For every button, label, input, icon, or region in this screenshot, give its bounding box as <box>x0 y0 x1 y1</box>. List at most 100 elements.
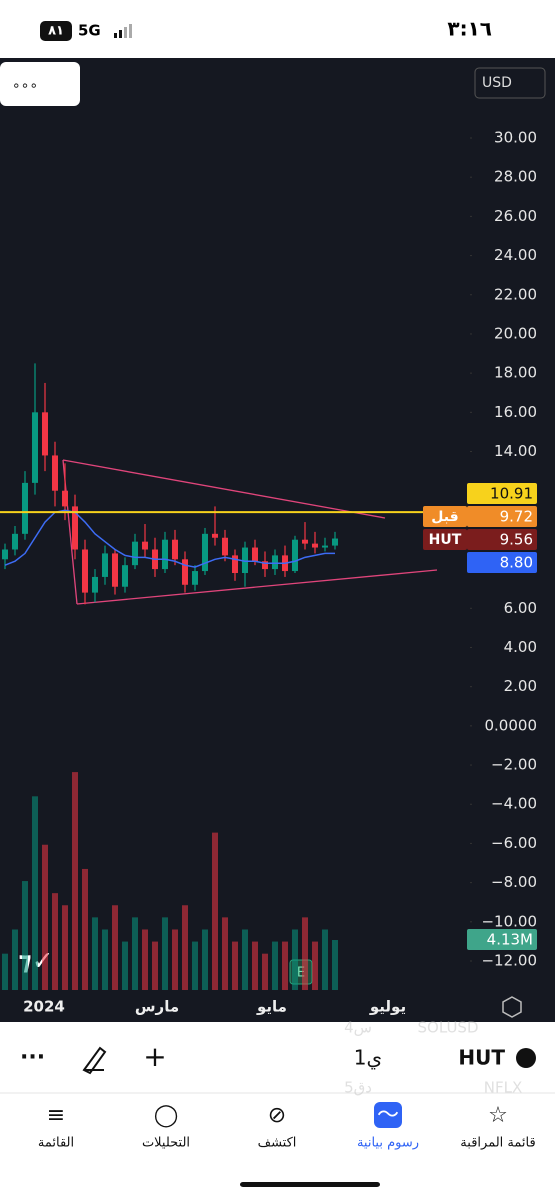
volume-bar <box>182 905 188 990</box>
candle-body <box>302 539 308 544</box>
volume-bar <box>292 929 298 990</box>
candle-body <box>12 533 18 550</box>
candle-body <box>2 549 8 560</box>
nav-icon: ☆ <box>488 1103 508 1128</box>
y-tick-label: 28.00 <box>494 168 537 186</box>
volume-bar <box>112 905 118 990</box>
price-badge-label: 9.56 <box>500 531 533 549</box>
volume-bar <box>12 929 18 990</box>
y-tick-label: 24.00 <box>494 246 537 264</box>
volume-bar <box>322 929 328 990</box>
y-tick-label: 4.00 <box>504 638 537 656</box>
price-badge-label: 9.72 <box>500 508 533 526</box>
volume-bar <box>202 929 208 990</box>
volume-bar <box>262 953 268 990</box>
volume-bar <box>282 941 288 990</box>
badge-name-box <box>423 506 467 527</box>
y-tick-label: 14.00 <box>494 442 537 460</box>
volume-bar <box>22 881 28 990</box>
draw-icon[interactable] <box>82 1046 107 1075</box>
price-badge <box>467 483 537 504</box>
y-tick-label: 30.00 <box>494 129 537 147</box>
candle-body <box>252 547 258 562</box>
candle-body <box>182 559 188 585</box>
nav-item[interactable]: قائمة المراقبة <box>460 1136 535 1151</box>
interval[interactable]: 1ي <box>354 1046 382 1071</box>
volume-bar <box>232 941 238 990</box>
price-badge <box>467 529 537 550</box>
volume-bar <box>192 941 198 990</box>
candle-body <box>132 541 138 566</box>
settings-icon[interactable] <box>502 996 522 1018</box>
time: ٣:١٦ <box>447 17 492 41</box>
currency: USD <box>482 75 512 91</box>
candle-body <box>142 541 148 550</box>
nav-item[interactable]: رسوم بيانية <box>357 1136 419 1151</box>
price-badge-label: 8.80 <box>500 554 533 572</box>
volume-badge <box>467 929 537 951</box>
price-badge <box>467 506 537 527</box>
candle-body <box>72 506 78 550</box>
y-tick-label: 2.00 <box>504 677 537 695</box>
nav-item[interactable]: التحليلات <box>142 1136 190 1151</box>
ghost-text: NFLX <box>484 1079 522 1097</box>
candle-body <box>122 565 128 587</box>
nav-icon: ◯ <box>154 1103 179 1128</box>
volume-bar <box>312 941 318 990</box>
volume-bar <box>162 917 168 990</box>
candle-body <box>242 547 248 574</box>
volume-bar <box>272 941 278 990</box>
volume-bar <box>122 941 128 990</box>
symbol[interactable]: HUT <box>458 1046 505 1070</box>
volume-bar <box>242 929 248 990</box>
candle-body <box>262 561 268 570</box>
y-tick-label: −10.00 <box>481 912 537 930</box>
y-tick-label: 26.00 <box>494 207 537 225</box>
volume-bar <box>212 832 218 990</box>
candle-body <box>322 545 328 548</box>
volume-bar <box>92 917 98 990</box>
y-tick-label: 6.00 <box>504 599 537 617</box>
battery <box>40 21 72 41</box>
candle-body <box>42 412 48 456</box>
candle-body <box>312 543 318 548</box>
volume-badge-label: 4.13M <box>487 931 533 949</box>
currency-box[interactable] <box>474 67 546 99</box>
volume-bar <box>32 796 38 990</box>
candle-body <box>202 533 208 572</box>
y-tick-label: −6.00 <box>491 834 537 852</box>
volume-bar <box>72 772 78 990</box>
more-menu[interactable]: ··· <box>20 1045 45 1070</box>
price-badge <box>467 552 537 573</box>
candle-body <box>32 412 38 483</box>
drawing-toolbar[interactable] <box>0 62 80 106</box>
nav-icon: 〜 <box>377 1103 399 1128</box>
nav-icon: ⊘ <box>268 1103 286 1128</box>
candle-body <box>212 533 218 538</box>
add-icon[interactable]: + <box>143 1040 166 1073</box>
volume-bar <box>52 893 58 990</box>
y-tick-label: 22.00 <box>494 285 537 303</box>
signal <box>114 24 132 38</box>
volume-bar <box>142 929 148 990</box>
nav-item[interactable]: اكتشف <box>258 1136 297 1151</box>
badge-name-box <box>423 529 467 550</box>
candle-body <box>272 555 278 570</box>
trend-line <box>62 459 386 519</box>
volume-bar <box>62 905 68 990</box>
bottom-panel <box>0 1022 555 1200</box>
battery-level: ٨١ <box>48 24 64 39</box>
volume-bar <box>102 929 108 990</box>
candle-body <box>102 553 108 577</box>
y-tick-label: −12.00 <box>481 952 537 970</box>
badge-name: قبل <box>431 509 458 525</box>
volume-bar <box>252 941 258 990</box>
status-bar <box>0 0 555 58</box>
ghost-text: 5دق <box>344 1079 372 1097</box>
volume-bar <box>172 929 178 990</box>
candle-body <box>62 490 68 507</box>
nav-item[interactable]: القائمة <box>38 1136 74 1151</box>
candle-body <box>82 549 88 593</box>
x-label: 2024 <box>23 998 65 1016</box>
